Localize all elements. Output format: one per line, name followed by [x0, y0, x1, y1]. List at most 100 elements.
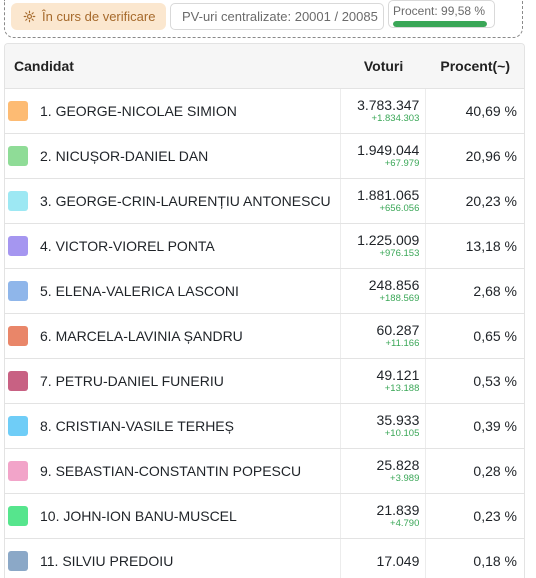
candidate-cell: 9. SEBASTIAN-CONSTANTIN POPESCU [5, 449, 341, 493]
votes-delta: +3.989 [390, 473, 420, 484]
candidate-color-swatch [8, 461, 28, 481]
table-row[interactable]: 7. PETRU-DANIEL FUNERIU 49.121 +13.188 0,53… [5, 359, 524, 404]
percent-value: 2,68 % [473, 283, 517, 299]
votes-value: 1.225.009 [357, 232, 420, 248]
votes-delta: +4.790 [390, 518, 420, 529]
percent-cell: 0,18 % [426, 539, 524, 578]
table-header-row: Candidat Voturi Procent(~) [5, 44, 524, 89]
candidate-cell: 10. JOHN-ION BANU-MUSCEL [5, 494, 341, 538]
candidate-name: 6. MARCELA-LAVINIA ȘANDRU [40, 328, 243, 344]
percent-cell: 13,18 % [426, 224, 524, 268]
table-row[interactable]: 11. SILVIU PREDOIU 17.049 0,18 % [5, 539, 524, 578]
votes-cell: 3.783.347 +1.834.303 [341, 89, 427, 133]
candidate-name: 11. SILVIU PREDOIU [40, 553, 174, 569]
percent-progress-track [393, 21, 487, 27]
votes-delta: +13.188 [384, 383, 420, 394]
percent-cell: 0,23 % [426, 494, 524, 538]
table-row[interactable]: 2. NICUȘOR-DANIEL DAN 1.949.044 +67.979 20,… [5, 134, 524, 179]
votes-value: 1.881.065 [357, 187, 420, 203]
percent-value: 0,28 % [473, 463, 517, 479]
percent-value: 13,18 % [465, 238, 517, 254]
table-row[interactable]: 9. SEBASTIAN-CONSTANTIN POPESCU 25.828 +3.… [5, 449, 524, 494]
candidate-name: 8. CRISTIAN-VASILE TERHEȘ [40, 418, 234, 434]
percent-value: 0,23 % [473, 508, 517, 524]
table-row[interactable]: 10. JOHN-ION BANU-MUSCEL 21.839 +4.790 0,23… [5, 494, 524, 539]
votes-value: 49.121 [376, 367, 420, 383]
votes-cell: 1.225.009 +976.153 [341, 224, 427, 268]
votes-value: 1.949.044 [357, 142, 420, 158]
candidate-color-swatch [8, 551, 28, 571]
candidate-cell: 3. GEORGE-CRIN-LAURENȚIU ANTONESCU [5, 179, 341, 223]
candidate-name: 1. GEORGE-NICOLAE SIMION [40, 103, 237, 119]
votes-value: 17.049 [376, 553, 420, 569]
votes-cell: 60.287 +11.166 [341, 314, 427, 358]
percent-cell: 0,39 % [426, 404, 524, 448]
candidate-cell: 8. CRISTIAN-VASILE TERHEȘ [5, 404, 341, 448]
votes-cell: 49.121 +13.188 [341, 359, 427, 403]
votes-value: 3.783.347 [357, 97, 420, 113]
candidate-name: 9. SEBASTIAN-CONSTANTIN POPESCU [40, 463, 302, 479]
votes-delta: +1.834.303 [371, 113, 420, 124]
candidate-cell: 7. PETRU-DANIEL FUNERIU [5, 359, 341, 403]
table-row[interactable]: 1. GEORGE-NICOLAE SIMION 3.783.347 +1.834.… [5, 89, 524, 134]
candidate-color-swatch [8, 371, 28, 391]
candidate-color-swatch [8, 191, 28, 211]
percent-cell: 0,28 % [426, 449, 524, 493]
candidate-cell: 4. VICTOR-VIOREL PONTA [5, 224, 341, 268]
votes-cell: 25.828 +3.989 [341, 449, 427, 493]
candidate-color-swatch [8, 416, 28, 436]
votes-delta: +11.166 [385, 338, 420, 349]
votes-cell: 17.049 [341, 539, 427, 578]
candidate-name: 3. GEORGE-CRIN-LAURENȚIU ANTONESCU [40, 193, 331, 209]
percent-counted-label: Procent: 99,58 % [393, 4, 486, 18]
votes-delta: +10.105 [384, 428, 420, 439]
table-body: 1. GEORGE-NICOLAE SIMION 3.783.347 +1.834.… [5, 89, 524, 578]
percent-cell: 20,23 % [426, 179, 524, 223]
votes-cell: 1.949.044 +67.979 [341, 134, 427, 178]
table-row[interactable]: 6. MARCELA-LAVINIA ȘANDRU 60.287 +11.166 0,… [5, 314, 524, 359]
candidate-name: 10. JOHN-ION BANU-MUSCEL [40, 508, 237, 524]
percent-cell: 0,53 % [426, 359, 524, 403]
table-row[interactable]: 3. GEORGE-CRIN-LAURENȚIU ANTONESCU 1.881.… [5, 179, 524, 224]
votes-cell: 1.881.065 +656.056 [341, 179, 427, 223]
header-votes[interactable]: Voturi [363, 58, 404, 74]
percent-value: 0,53 % [473, 373, 517, 389]
votes-value: 248.856 [368, 277, 420, 293]
gear-icon [23, 10, 36, 23]
candidate-cell: 6. MARCELA-LAVINIA ȘANDRU [5, 314, 341, 358]
table-row[interactable]: 4. VICTOR-VIOREL PONTA 1.225.009 +976.153 1… [5, 224, 524, 269]
header-candidate[interactable]: Candidat [14, 58, 74, 74]
results-table: Candidat Voturi Procent(~) 1. GEORGE-NIC… [4, 43, 525, 578]
votes-cell: 21.839 +4.790 [341, 494, 427, 538]
candidate-color-swatch [8, 506, 28, 526]
votes-value: 25.828 [376, 457, 420, 473]
candidate-name: 5. ELENA-VALERICA LASCONI [40, 283, 239, 299]
candidate-color-swatch [8, 236, 28, 256]
candidate-cell: 5. ELENA-VALERICA LASCONI [5, 269, 341, 313]
verification-status-label: În curs de verificare [42, 9, 156, 24]
votes-delta: +976.153 [379, 248, 420, 259]
candidate-color-swatch [8, 281, 28, 301]
votes-delta: +656.056 [379, 203, 420, 214]
percent-value: 0,18 % [473, 553, 517, 569]
percent-value: 0,39 % [473, 418, 517, 434]
candidate-name: 7. PETRU-DANIEL FUNERIU [40, 373, 224, 389]
percent-value: 20,96 % [465, 148, 517, 164]
votes-cell: 248.856 +188.569 [341, 269, 427, 313]
percent-cell: 0,65 % [426, 314, 524, 358]
table-row[interactable]: 5. ELENA-VALERICA LASCONI 248.856 +188.569… [5, 269, 524, 314]
pv-centralized-counter: PV-uri centralizate: 20001 / 20085 [170, 3, 384, 30]
header-percent[interactable]: Procent(~) [440, 58, 510, 74]
verification-status-badge[interactable]: În curs de verificare [11, 3, 166, 30]
percent-value: 20,23 % [465, 193, 517, 209]
candidate-cell: 1. GEORGE-NICOLAE SIMION [5, 89, 341, 133]
candidate-color-swatch [8, 146, 28, 166]
votes-delta: +188.569 [379, 293, 420, 304]
table-row[interactable]: 8. CRISTIAN-VASILE TERHEȘ 35.933 +10.105 0,… [5, 404, 524, 449]
votes-value: 35.933 [376, 412, 420, 428]
percent-cell: 20,96 % [426, 134, 524, 178]
percent-value: 0,65 % [473, 328, 517, 344]
pv-centralized-label: PV-uri centralizate: 20001 / 20085 [182, 9, 378, 24]
percent-progress-fill [393, 21, 487, 27]
percent-value: 40,69 % [465, 103, 517, 119]
